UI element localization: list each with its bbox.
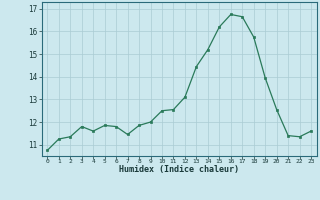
X-axis label: Humidex (Indice chaleur): Humidex (Indice chaleur) bbox=[119, 165, 239, 174]
